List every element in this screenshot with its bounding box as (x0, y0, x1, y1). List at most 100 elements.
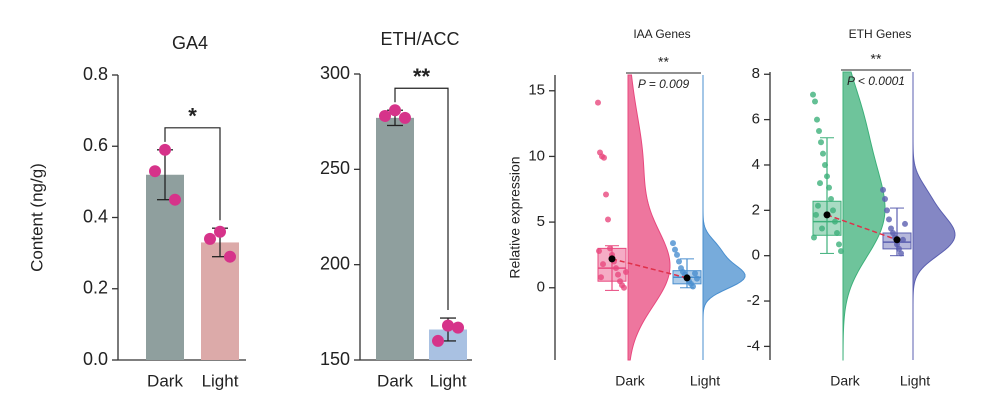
y-tick-label: 0.4 (83, 206, 108, 226)
data-point (902, 220, 908, 227)
data-point (600, 261, 606, 268)
panel-title: IAA Genes (633, 27, 690, 41)
data-point (900, 236, 906, 243)
y-tick-label: 0.0 (83, 349, 108, 369)
data-point (834, 230, 840, 237)
data-point (810, 91, 816, 98)
data-point (674, 251, 680, 258)
data-point (828, 195, 834, 202)
p-value: P = 0.009 (638, 77, 690, 91)
data-point (886, 216, 892, 223)
y-tick-label: 10 (528, 147, 545, 164)
y-tick-label: 0.2 (83, 278, 108, 298)
significance-bracket (394, 87, 449, 311)
mean (823, 211, 831, 219)
y-tick-label: 8 (752, 65, 760, 82)
data-point (888, 225, 894, 232)
y-tick-label: 250 (320, 158, 350, 178)
y-axis-label: Relative expression (507, 156, 523, 278)
data-point (621, 284, 627, 291)
data-point (882, 195, 888, 202)
box (597, 247, 627, 282)
data-point (820, 150, 826, 157)
y-tick-label: 0 (752, 247, 760, 264)
significance-label: ** (871, 51, 882, 67)
data-point (836, 241, 842, 248)
y-tick-label: 0 (537, 279, 545, 296)
data-point (884, 207, 890, 214)
density (702, 75, 746, 360)
data-point (818, 139, 824, 146)
y-tick-label: 2 (752, 201, 760, 218)
data-point (815, 202, 821, 209)
data-point (595, 99, 601, 106)
mean-connector (826, 214, 898, 241)
density (842, 71, 886, 361)
data-point (670, 240, 676, 247)
x-tick-label: Light (690, 373, 720, 389)
data-point (169, 193, 181, 206)
data-point (814, 116, 820, 123)
x-tick-label: Light (900, 373, 930, 389)
y-axis-label: Content (ng/g) (27, 163, 46, 272)
panel-title: GA4 (172, 33, 208, 53)
data-point (672, 246, 678, 253)
data-point (676, 258, 682, 265)
y-tick-label: 0.8 (83, 64, 108, 84)
mean (893, 236, 901, 244)
mean (683, 274, 691, 282)
data-point (838, 248, 844, 255)
x-tick-label: Light (430, 371, 467, 390)
data-point (813, 211, 819, 218)
x-tick-label: Light (202, 371, 239, 390)
y-tick-label: 15 (528, 82, 545, 99)
significance-bracket (164, 127, 221, 221)
data-point (811, 234, 817, 241)
data-point (601, 154, 607, 161)
data-point (817, 180, 823, 187)
density (912, 72, 956, 360)
bar (146, 174, 184, 360)
data-point (149, 165, 161, 178)
p-value: P < 0.0001 (847, 74, 905, 88)
y-tick-label: 0.6 (83, 135, 108, 155)
y-tick-label: -2 (747, 292, 760, 309)
data-point (598, 274, 604, 281)
mean-connector (611, 258, 688, 279)
data-point (224, 250, 236, 263)
data-point (452, 321, 464, 334)
bar (376, 117, 414, 360)
data-point (816, 127, 822, 134)
y-tick-label: 200 (320, 253, 350, 273)
data-point (812, 98, 818, 105)
y-tick-label: 4 (752, 156, 760, 173)
data-point (379, 109, 391, 122)
data-point (389, 104, 401, 117)
significance-label: * (188, 104, 197, 129)
data-point (399, 111, 411, 124)
y-tick-label: 5 (537, 213, 545, 230)
data-point (830, 207, 836, 214)
data-point (605, 216, 611, 223)
significance-label: ** (658, 54, 669, 70)
data-point (692, 270, 698, 277)
data-point (432, 334, 444, 347)
density (627, 74, 671, 361)
x-tick-label: Dark (615, 373, 646, 389)
data-point (615, 271, 621, 278)
x-tick-label: Dark (147, 371, 183, 390)
data-point (214, 225, 226, 238)
data-point (603, 191, 609, 198)
x-tick-label: Dark (830, 373, 861, 389)
panel-title: ETH Genes (849, 27, 912, 41)
data-point (442, 319, 454, 332)
y-tick-label: 300 (320, 63, 350, 83)
panel-title: ETH/ACC (380, 29, 459, 49)
x-tick-label: Dark (377, 371, 413, 390)
data-point (204, 232, 216, 245)
y-tick-label: -4 (747, 337, 760, 354)
data-point (880, 186, 886, 193)
y-tick-label: 150 (320, 349, 350, 369)
mean (608, 255, 616, 263)
data-point (159, 143, 171, 156)
